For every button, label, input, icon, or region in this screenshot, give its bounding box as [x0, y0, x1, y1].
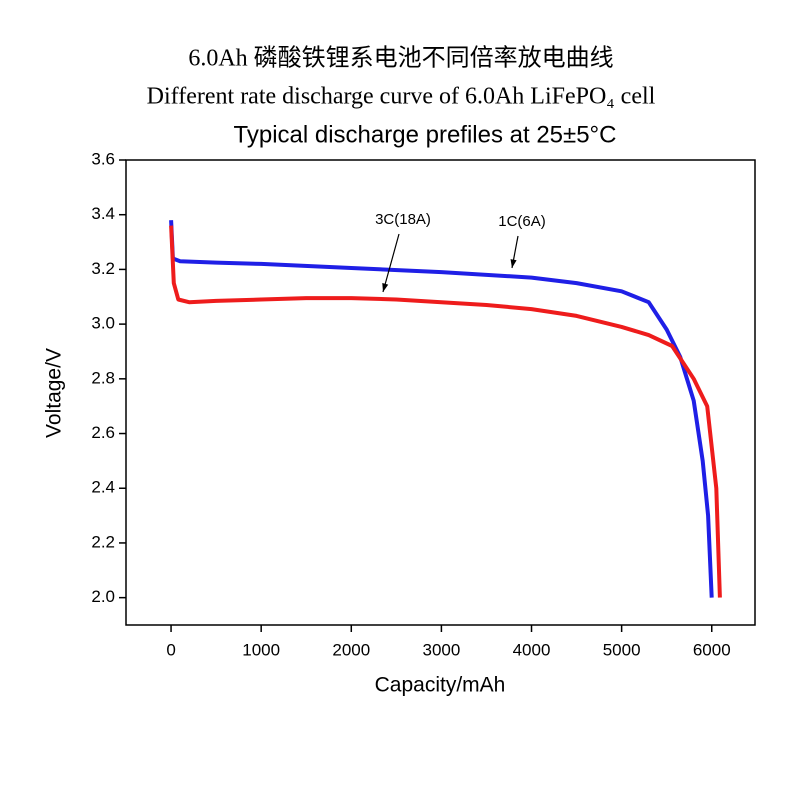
x-tick-label: 1000 [242, 640, 280, 659]
x-tick-label: 6000 [693, 640, 731, 659]
plot-title: Typical discharge prefiles at 25±5°C [234, 121, 617, 148]
y-tick-label: 2.2 [91, 532, 115, 551]
x-tick-label: 0 [166, 640, 175, 659]
x-tick-label: 2000 [332, 640, 370, 659]
y-tick-label: 3.0 [91, 314, 115, 333]
annotation: 1C(6A) [498, 213, 546, 230]
y-axis-label: Voltage/V [43, 348, 66, 438]
chart-title-en: Different rate discharge curve of 6.0Ah … [147, 84, 656, 110]
y-tick-label: 2.6 [91, 423, 115, 442]
x-axis-label: Capacity/mAh [375, 674, 506, 697]
arrow-head [510, 259, 517, 268]
series-line [169, 225, 722, 598]
x-tick-label: 3000 [422, 640, 460, 659]
series-line [169, 220, 714, 598]
y-tick-label: 2.8 [91, 368, 115, 387]
annotation-arrow [382, 233, 400, 293]
x-tick-label: 4000 [513, 640, 551, 659]
plot-frame [125, 159, 756, 626]
x-tick-label: 5000 [603, 640, 641, 659]
y-tick-label: 3.6 [91, 149, 115, 168]
y-tick-label: 3.2 [91, 259, 115, 278]
annotation: 3C(18A) [375, 211, 431, 228]
y-tick-label: 2.0 [91, 587, 115, 606]
arrow-head [382, 283, 389, 292]
y-tick-label: 2.4 [91, 478, 115, 497]
y-tick-label: 3.4 [91, 204, 115, 223]
chart-title-cn: 6.0Ah 磷酸铁锂系电池不同倍率放电曲线 [188, 45, 613, 72]
